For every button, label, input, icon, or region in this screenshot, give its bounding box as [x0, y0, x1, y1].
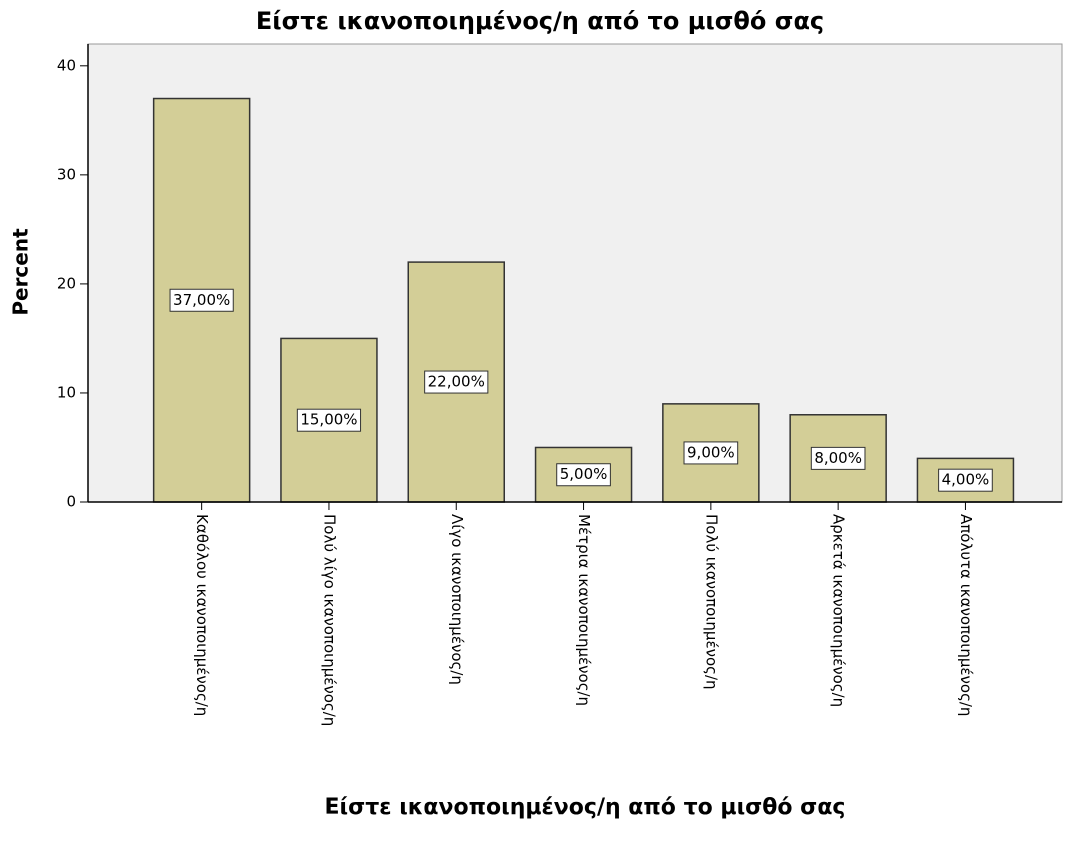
y-tick-label: 30 [57, 165, 76, 183]
value-label-box [810, 446, 866, 470]
y-tick-label: 10 [57, 383, 76, 401]
value-label-box [296, 408, 362, 432]
value-label: 37,00% [169, 288, 234, 312]
y-tick-label: 0 [66, 493, 76, 511]
x-tick-label: Απόλυτα ικανοποιημένος/η [957, 514, 975, 716]
value-label-box [683, 441, 739, 465]
value-label: 15,00% [296, 408, 362, 432]
x-tick-label: Πολύ ικανοποιημένος/η [702, 514, 720, 690]
chart-title: Είστε ικανοποιημένος/η από το μισθό σας [256, 7, 824, 35]
value-label-text: 15,00% [300, 411, 357, 429]
value-label-box [556, 463, 611, 487]
y-tick-label: 20 [57, 274, 76, 292]
value-label-box [938, 468, 993, 492]
value-label-box [169, 288, 234, 312]
value-label: 9,00% [683, 441, 739, 465]
value-label-text: 5,00% [560, 465, 608, 483]
value-label: 4,00% [938, 468, 993, 492]
value-label-text: 9,00% [687, 443, 735, 461]
x-tick-label: Λίγο ικανοποιημένος/η [448, 514, 466, 685]
x-tick-label: Πολύ λίγο ικανοποιημένος/η [320, 514, 338, 726]
value-label: 5,00% [556, 463, 611, 487]
value-label: 22,00% [424, 370, 489, 394]
value-label-text: 4,00% [942, 471, 990, 489]
x-axis-title: Είστε ικανοποιημένος/η από το μισθό σας [325, 795, 846, 820]
value-label-text: 37,00% [173, 291, 230, 309]
y-tick-label: 40 [57, 56, 76, 74]
x-tick-label: Μέτρια ικανοποιημένος/η [575, 514, 593, 706]
value-label-text: 8,00% [814, 449, 862, 467]
value-label-text: 22,00% [428, 373, 485, 391]
value-label-box [424, 370, 489, 394]
x-tick-label: Αρκετά ικανοποιημένος/η [830, 514, 848, 707]
y-axis-title: Percent [9, 228, 33, 316]
value-label: 8,00% [810, 446, 866, 470]
x-tick-label: Καθόλου ικανοποιημένος/η [193, 514, 211, 716]
